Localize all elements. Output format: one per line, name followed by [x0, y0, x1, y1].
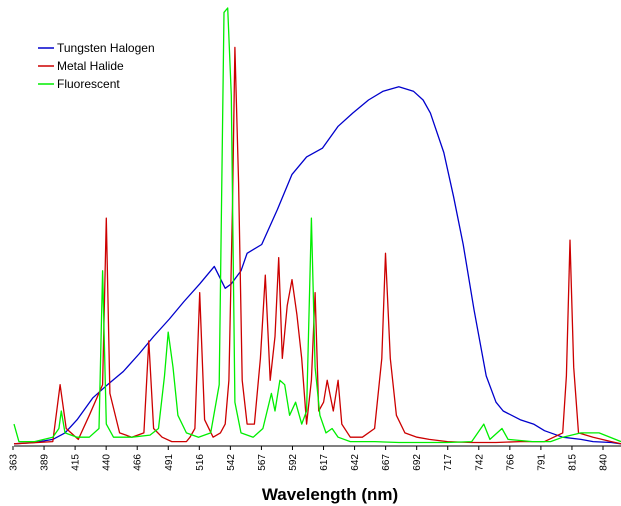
- legend-label-2: Fluorescent: [57, 77, 120, 91]
- x-axis-label: Wavelength (nm): [262, 485, 398, 504]
- x-tick-label: 617: [319, 454, 330, 471]
- series-line-2: [13, 7, 621, 444]
- x-tick-label: 440: [102, 454, 113, 471]
- x-tick-label: 840: [599, 454, 610, 471]
- x-tick-label: 491: [164, 454, 175, 471]
- x-tick-label: 363: [9, 454, 20, 471]
- x-tick-layer: 363 389 415 440 466 491 516 542 567 592 617 642 667 6…: [9, 446, 610, 471]
- x-tick-label: 642: [350, 454, 361, 471]
- x-tick-label: 389: [40, 454, 51, 471]
- x-tick-label: 567: [257, 454, 268, 471]
- x-tick-label: 692: [412, 454, 423, 471]
- legend-label-0: Tungsten Halogen: [57, 41, 155, 55]
- x-tick-label: 592: [288, 454, 299, 471]
- x-tick-label: 542: [226, 454, 237, 471]
- series-line-1: [13, 46, 621, 445]
- x-tick-label: 815: [567, 454, 578, 471]
- legend: Tungsten Halogen Metal Halide Fluorescent: [38, 41, 155, 91]
- x-tick-label: 466: [133, 454, 144, 471]
- x-tick-label: 516: [195, 454, 206, 471]
- series-line-0: [13, 86, 621, 445]
- legend-label-1: Metal Halide: [57, 59, 124, 73]
- x-tick-label: 742: [474, 454, 485, 471]
- x-tick-label: 415: [71, 454, 82, 471]
- x-tick-label: 791: [536, 454, 547, 471]
- x-tick-label: 717: [443, 454, 454, 471]
- x-tick-label: 667: [381, 454, 392, 471]
- series-layer: [13, 7, 621, 445]
- x-tick-label: 766: [505, 454, 516, 471]
